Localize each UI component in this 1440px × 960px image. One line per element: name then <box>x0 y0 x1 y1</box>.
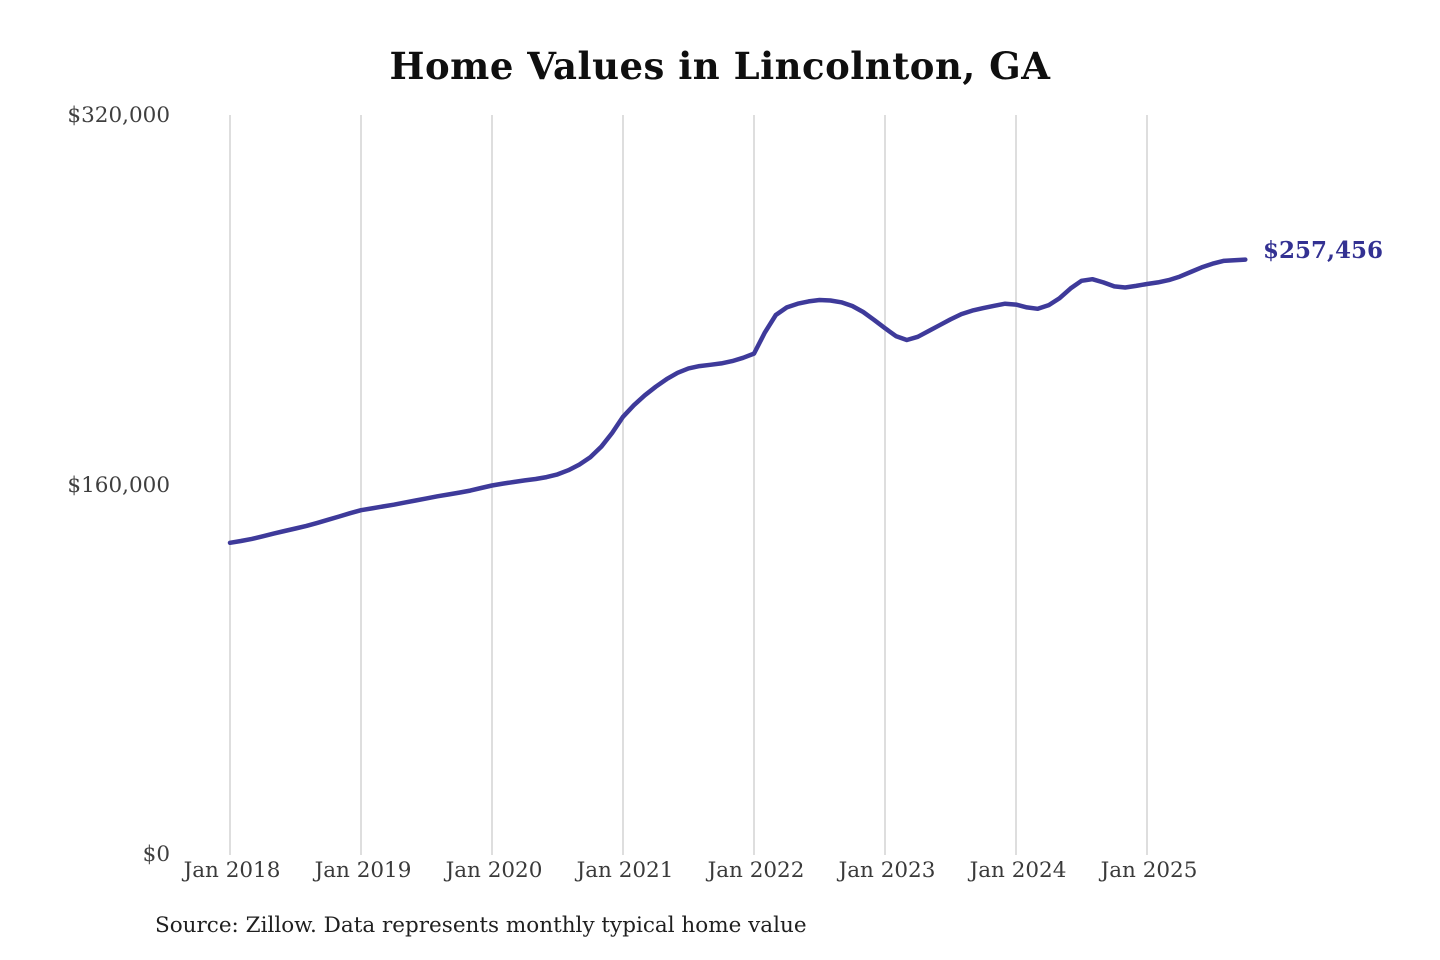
year-gridlines <box>229 115 1148 855</box>
y-axis-label-0: $0 <box>142 842 170 867</box>
x-axis-label-jan-2018: Jan 2018 <box>183 858 281 883</box>
x-axis-label-jan-2024: Jan 2024 <box>969 858 1067 883</box>
x-axis-label-jan-2023: Jan 2023 <box>838 858 936 883</box>
x-axis-label-jan-2020: Jan 2020 <box>445 858 543 883</box>
x-axis-label-jan-2021: Jan 2021 <box>576 858 674 883</box>
source-note: Source: Zillow. Data represents monthly … <box>155 913 807 938</box>
x-axis-label-jan-2022: Jan 2022 <box>707 858 805 883</box>
chart-title: Home Values in Lincolnton, GA <box>389 44 1051 88</box>
x-axis-label-jan-2025: Jan 2025 <box>1100 858 1198 883</box>
y-axis-label-320000: $320,000 <box>67 103 170 128</box>
home-value-line <box>227 257 1248 546</box>
x-axis-label-jan-2019: Jan 2019 <box>314 858 412 883</box>
latest-value-label: $257,456 <box>1263 237 1384 264</box>
y-axis-label-160000: $160,000 <box>67 473 170 498</box>
